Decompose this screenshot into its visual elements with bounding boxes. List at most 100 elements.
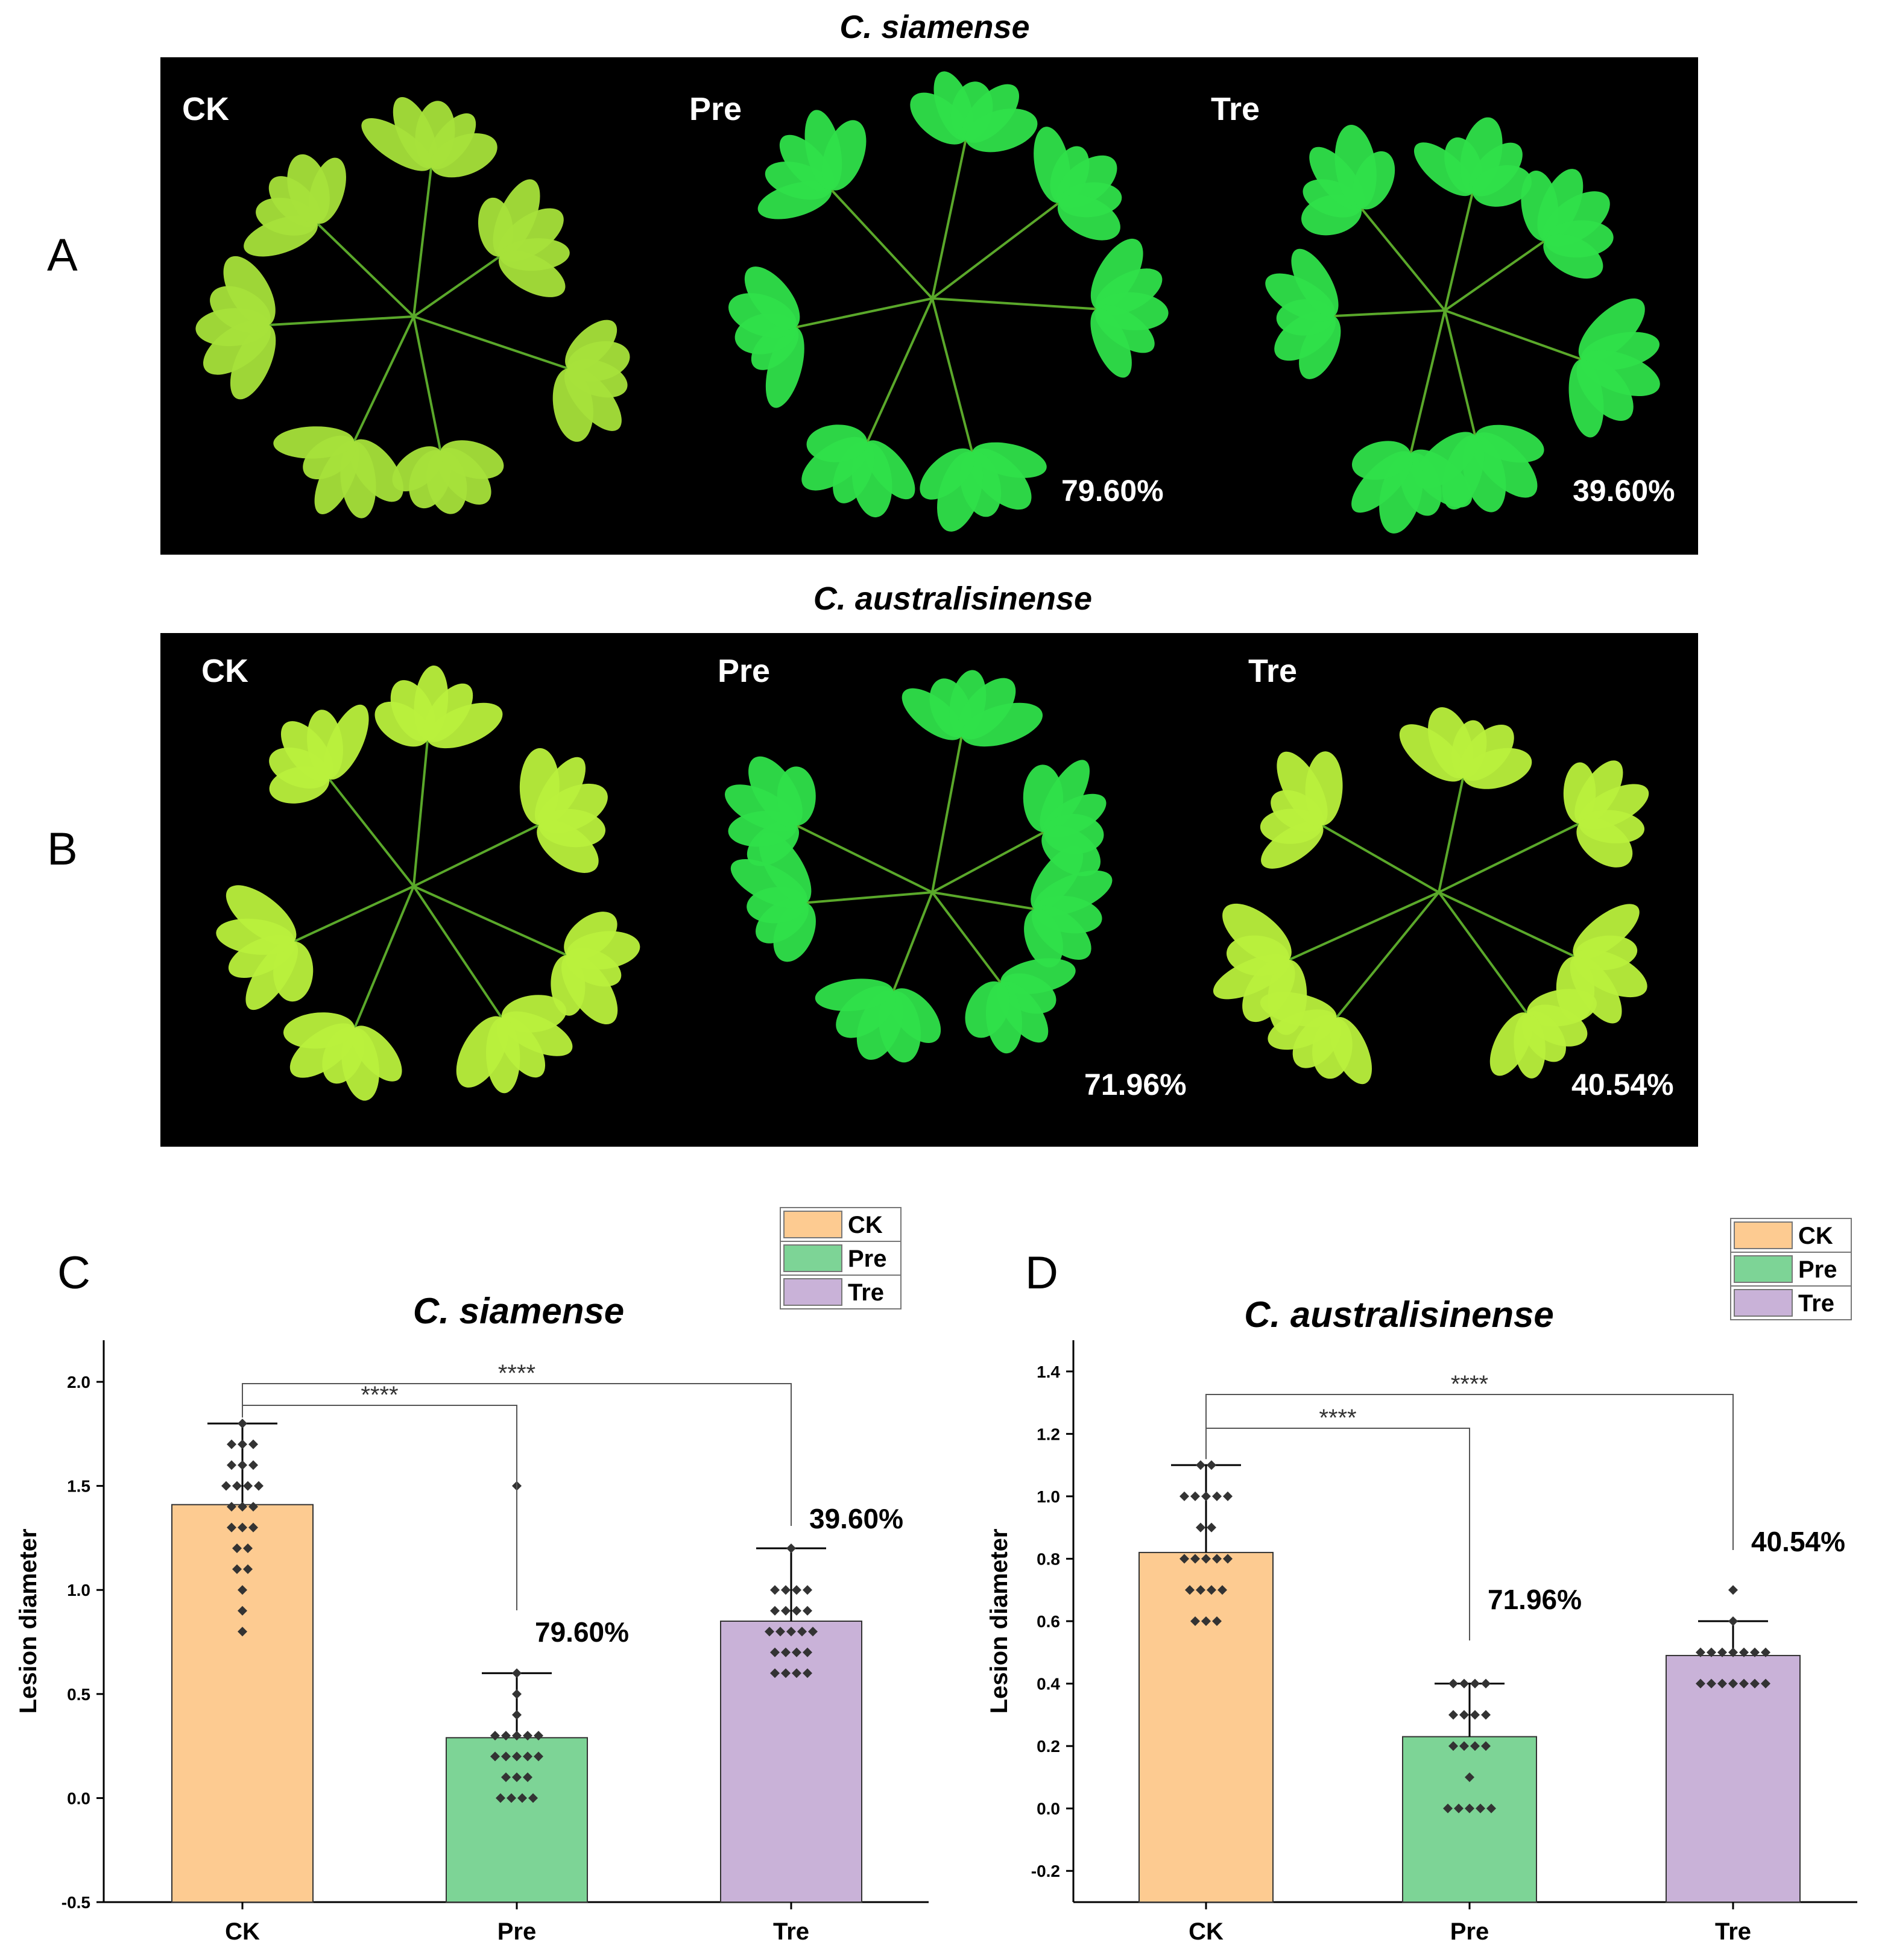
x-tick-label: Pre [497, 1918, 537, 1945]
data-point [1696, 1647, 1705, 1657]
y-tick-label: 0.5 [67, 1685, 90, 1704]
y-tick-label: 0.0 [67, 1789, 90, 1807]
data-point [238, 1419, 247, 1429]
stem [796, 824, 933, 893]
data-point [803, 1585, 812, 1595]
leaf [537, 820, 599, 873]
leaf [223, 256, 276, 327]
leaf [1222, 903, 1292, 965]
y-tick-label: -0.2 [1031, 1862, 1060, 1880]
stem [892, 892, 933, 992]
significance-stars: **** [1451, 1371, 1488, 1398]
data-point [1207, 1522, 1216, 1533]
bar-percent-label: 39.60% [809, 1503, 903, 1534]
leaf [1489, 1012, 1533, 1076]
bar-pre [1402, 1736, 1537, 1903]
data-point [1448, 1678, 1458, 1689]
y-tick-label: 1.0 [67, 1581, 90, 1599]
x-tick-label: Pre [1450, 1918, 1489, 1945]
leaf [1472, 165, 1532, 207]
photo-pct-a-tre: 39.60% [1573, 474, 1675, 508]
data-point [243, 1564, 253, 1574]
data-point [775, 1627, 785, 1637]
data-point [1728, 1616, 1738, 1626]
data-point [1190, 1491, 1200, 1501]
data-point [254, 1481, 264, 1491]
legend-swatch-ck [1734, 1221, 1793, 1249]
plant-photo-b-pre [725, 670, 1113, 1063]
data-point [512, 1772, 522, 1782]
data-point [1481, 1741, 1491, 1751]
leaf [226, 885, 297, 945]
leaf [806, 424, 868, 462]
bar-pre [446, 1737, 588, 1903]
stem [412, 885, 503, 1018]
data-point [770, 1647, 780, 1657]
y-tick-label: 0.8 [1037, 1549, 1060, 1568]
data-point [1212, 1616, 1222, 1626]
legend-swatch-ck [783, 1211, 842, 1238]
significance-stars: **** [1319, 1405, 1356, 1431]
data-point [248, 1522, 258, 1533]
leaf [1291, 248, 1339, 317]
data-point [770, 1668, 780, 1678]
data-point [1486, 1803, 1496, 1813]
data-point [1465, 1803, 1474, 1813]
data-point [1448, 1741, 1458, 1751]
stem [806, 891, 933, 904]
panel-letter-c: C [57, 1247, 90, 1299]
stem [269, 315, 414, 327]
stem [795, 297, 933, 329]
stem [931, 891, 1002, 984]
data-point [808, 1627, 818, 1637]
stem [830, 189, 933, 300]
data-point [786, 1543, 796, 1554]
data-point [232, 1481, 242, 1491]
data-point [490, 1751, 500, 1762]
plant-photo-a-pre [728, 71, 1169, 532]
data-point [238, 1502, 247, 1512]
leaf [552, 368, 593, 442]
data-point [238, 1522, 247, 1533]
leaf [744, 266, 800, 330]
data-point [1196, 1522, 1205, 1533]
data-point [781, 1668, 791, 1678]
stem [1444, 239, 1546, 312]
data-point [238, 1460, 247, 1470]
stem [412, 740, 429, 887]
stem [1360, 207, 1446, 312]
data-point [1207, 1460, 1216, 1470]
data-point [490, 1730, 500, 1741]
y-tick-label: 1.0 [1037, 1487, 1060, 1506]
data-point [221, 1481, 231, 1491]
stem [412, 255, 501, 318]
data-point [1201, 1554, 1211, 1564]
leaf [323, 704, 369, 780]
legend-swatch-tre [783, 1278, 842, 1306]
data-point [1470, 1741, 1480, 1751]
legend-swatch-pre [783, 1244, 842, 1272]
data-point [1223, 1491, 1233, 1501]
data-point [1223, 1554, 1233, 1564]
y-axis-label: Lesion diameter [15, 1529, 42, 1714]
data-point [238, 1627, 247, 1637]
panel-b-title: C. australisinense [813, 581, 1093, 617]
data-point [1476, 1803, 1485, 1813]
stem [413, 824, 540, 887]
significance-stars: **** [361, 1382, 398, 1408]
plant-photo-b-tre [1213, 707, 1649, 1085]
leaf [1576, 818, 1633, 868]
data-point [528, 1793, 538, 1803]
data-point [1212, 1554, 1222, 1564]
data-point [1728, 1647, 1738, 1657]
data-point [248, 1460, 258, 1470]
panel-letter-d: D [1025, 1247, 1058, 1299]
chart-d: -0.2 0.0 0.2 0.4 0.6 0.8 1.0 1.2 1.4 Lesion diame… [986, 1218, 1857, 1945]
stem [1333, 309, 1445, 318]
data-point [227, 1502, 236, 1512]
photo-label-b-pre: Pre [718, 653, 771, 689]
data-point [523, 1751, 532, 1762]
photo-pct-b-tre: 40.54% [1571, 1068, 1674, 1101]
leaf [920, 448, 975, 500]
stem [932, 831, 1045, 893]
